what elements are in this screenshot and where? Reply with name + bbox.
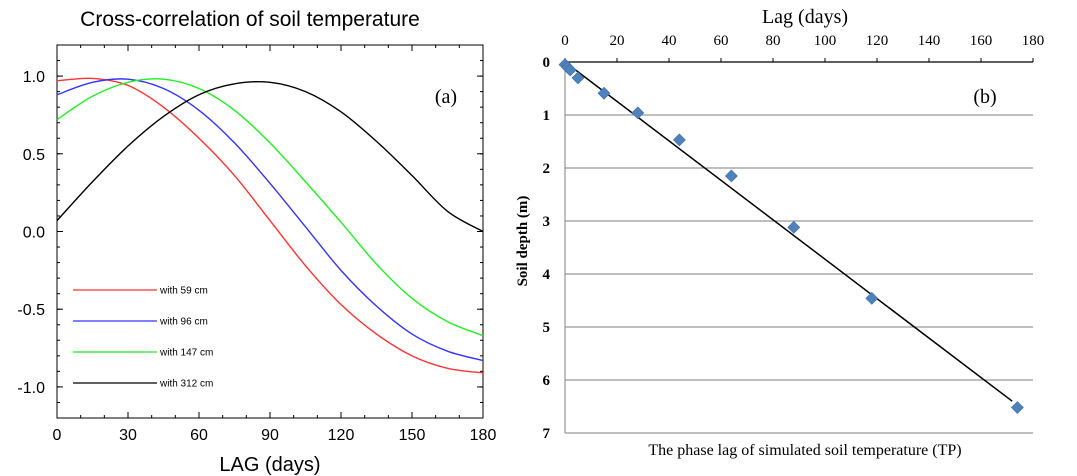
y-tick-label: 1.0 (23, 69, 45, 86)
y-tick-label: 1 (543, 108, 551, 124)
legend-label: with 147 cm (159, 348, 213, 359)
x-tick-label: 120 (328, 427, 355, 444)
data-point (563, 63, 577, 77)
y-tick-label: 0 (543, 55, 551, 71)
x-tick-label: 180 (1022, 33, 1045, 49)
panel-b-chart: Lag (days) 0 20 40 60 80 100 120 140 160 180 0 1 2 3… (515, 6, 1044, 459)
x-tick-label: 150 (399, 427, 426, 444)
y-tick-label: 3 (543, 214, 551, 230)
panel-label: (a) (435, 86, 457, 108)
y-tick-label: -0.5 (17, 302, 45, 319)
y-tick-label: 2 (543, 161, 551, 177)
y-tick-label: 0.5 (23, 147, 45, 164)
y-tick-label: 0.0 (23, 225, 45, 242)
x-tick-label: 20 (610, 33, 625, 49)
x-tick-label: 140 (918, 33, 941, 49)
series-line (56, 78, 484, 362)
x-tick-label: 100 (814, 33, 837, 49)
plot-frame (56, 44, 484, 419)
x-tick-label: 160 (970, 33, 993, 49)
data-point (724, 169, 738, 183)
x-tick-label: 60 (714, 33, 729, 49)
x-tick-label: 0 (561, 33, 569, 49)
data-point (571, 71, 585, 85)
x-tick-label: 40 (662, 33, 677, 49)
chart-title: Cross-correlation of soil temperature (80, 8, 420, 31)
legend-label: with 96 cm (159, 317, 208, 328)
y-tick-label: 5 (543, 320, 551, 336)
x-tick-label: 90 (261, 427, 279, 444)
series-line (56, 77, 484, 374)
legend-label: with 59 cm (159, 286, 208, 297)
y-tick-label: 4 (543, 267, 551, 283)
y-axis-label: Soil depth (m) (515, 196, 531, 287)
y-tick-label: -1.0 (17, 380, 45, 397)
x-axis-label: The phase lag of simulated soil temperat… (648, 442, 961, 459)
x-tick-label: 60 (190, 427, 208, 444)
y-tick-label: 7 (543, 426, 551, 442)
data-point (787, 220, 801, 234)
data-point (672, 133, 686, 147)
y-tick-label: 6 (543, 373, 551, 389)
x-tick-label: 180 (470, 427, 497, 444)
x-tick-label: 120 (866, 33, 889, 49)
data-point (631, 106, 645, 120)
panel-a-chart: Cross-correlation of soil temperature -1… (17, 8, 496, 476)
x-tick-label: 80 (766, 33, 781, 49)
series-line (56, 78, 484, 337)
data-point (597, 86, 611, 100)
x-tick-label: 0 (53, 427, 62, 444)
x-axis-label: LAG (days) (219, 454, 320, 476)
top-axis-label: Lag (days) (762, 6, 848, 28)
series-line (56, 80, 484, 233)
trend-line (564, 61, 1013, 402)
legend-label: with 312 cm (159, 379, 213, 390)
x-tick-label: 30 (119, 427, 137, 444)
panel-label: (b) (973, 86, 996, 108)
data-point (865, 291, 879, 305)
data-point (1010, 401, 1024, 414)
